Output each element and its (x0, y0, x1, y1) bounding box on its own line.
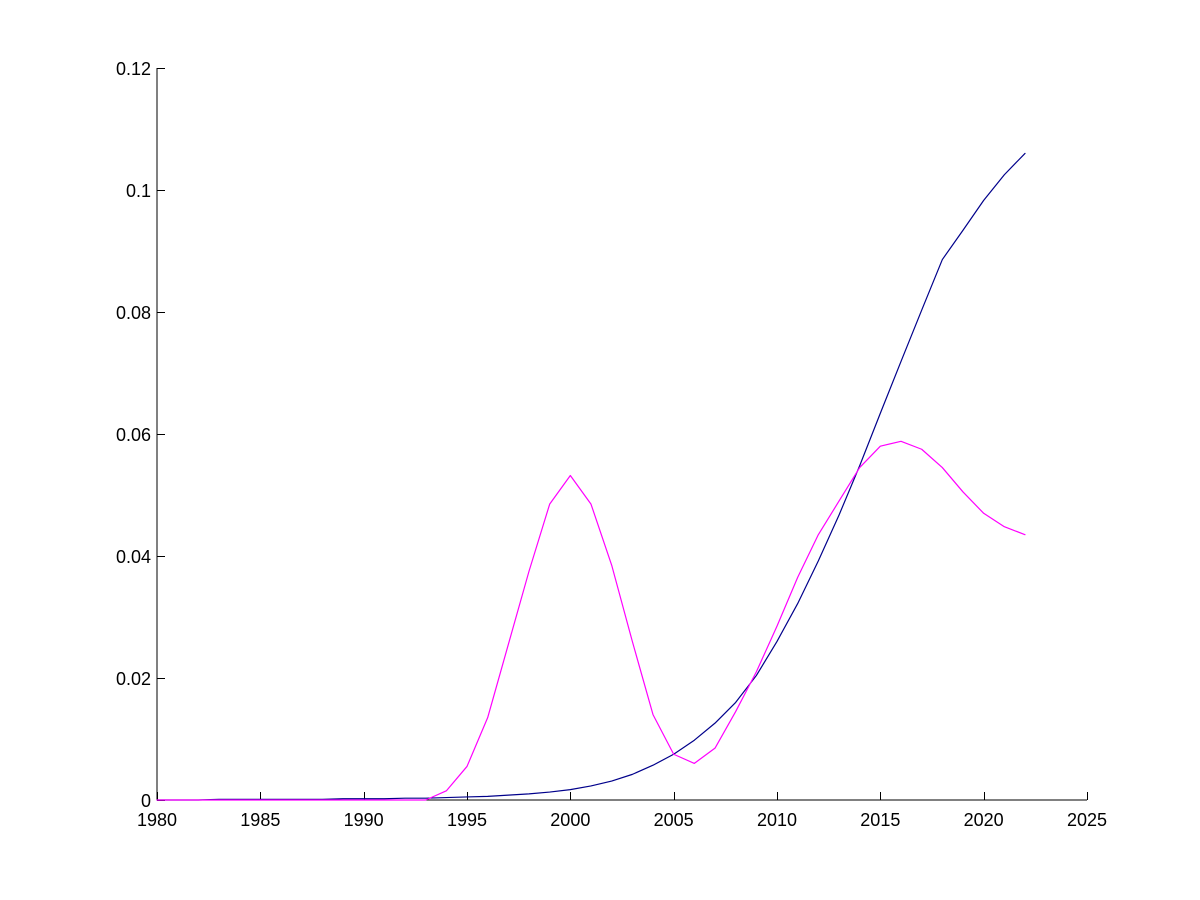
x-tick-label: 1990 (344, 810, 384, 830)
y-tick-label: 0.12 (116, 59, 151, 79)
x-tick-label: 2020 (964, 810, 1004, 830)
x-tick-label: 1980 (137, 810, 177, 830)
x-tick-label: 2000 (550, 810, 590, 830)
series-layer (156, 152, 1026, 801)
series-line-2 (156, 440, 1026, 801)
series-line-1 (156, 152, 1026, 801)
y-tick-label: 0.04 (116, 547, 151, 567)
y-tick-label: 0.08 (116, 303, 151, 323)
y-tick-label: 0.06 (116, 425, 151, 445)
x-tick-label: 2025 (1067, 810, 1107, 830)
x-tick-label: 1995 (447, 810, 487, 830)
x-tick-label: 1985 (240, 810, 280, 830)
x-tick-label: 2005 (654, 810, 694, 830)
y-tick-label: 0.02 (116, 669, 151, 689)
y-tick-label: 0 (141, 791, 151, 811)
axes (156, 68, 1088, 801)
y-tick-label: 0.1 (126, 181, 151, 201)
x-tick-label: 2010 (757, 810, 797, 830)
x-tick-label: 2015 (860, 810, 900, 830)
tick-labels: 1980 1985 1990 1995 2000 2005 2010 2015 2020 2025… (116, 59, 1107, 830)
